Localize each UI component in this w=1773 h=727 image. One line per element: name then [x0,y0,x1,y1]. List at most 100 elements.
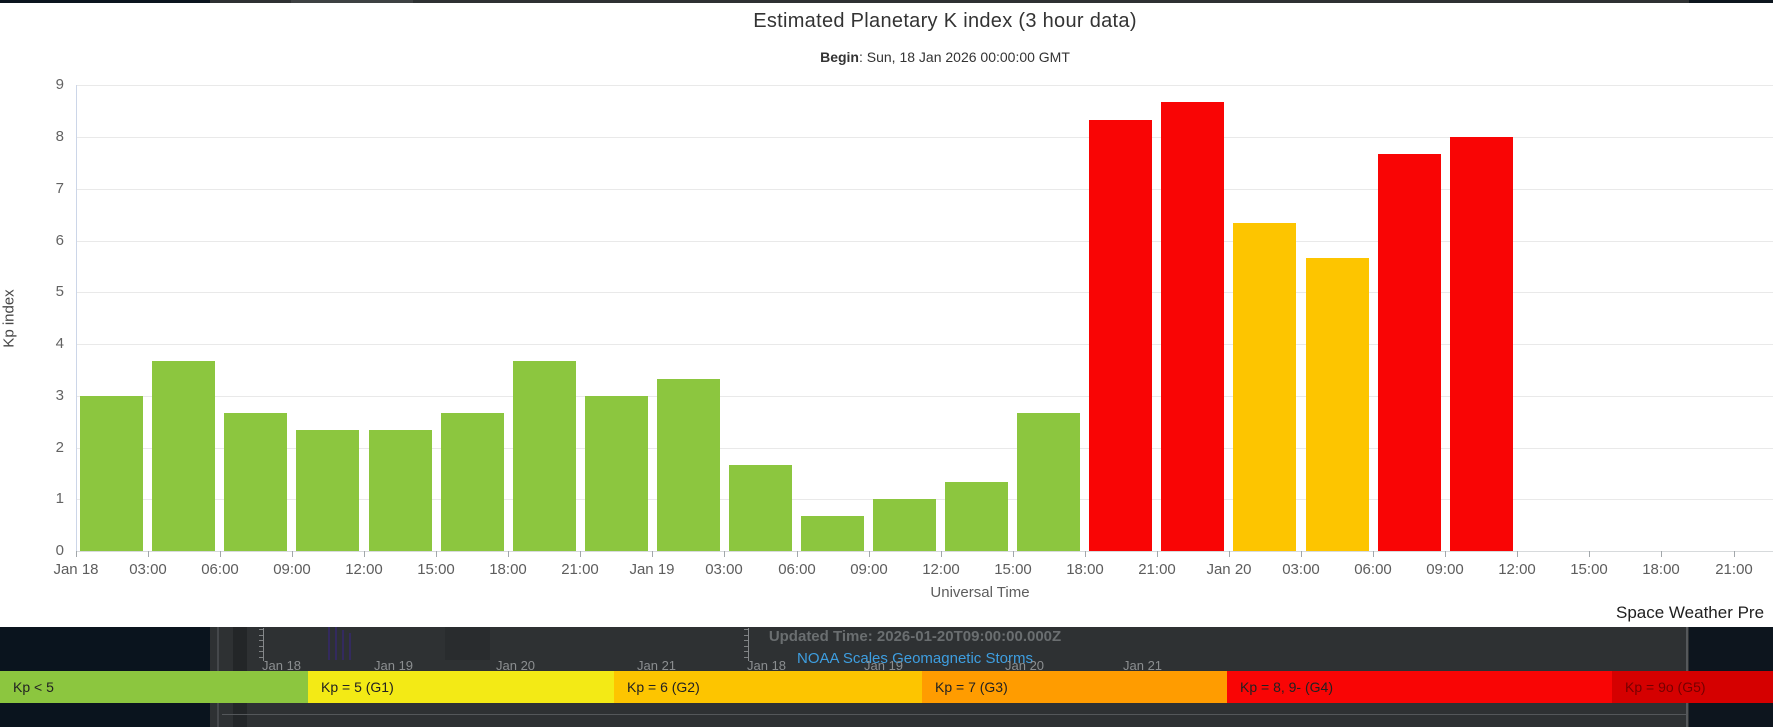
x-tick [148,551,149,557]
kp-bar-19 [1450,137,1513,551]
x-tick [436,551,437,557]
thumb-ruler-tick [744,640,748,641]
kp-bar-11 [873,499,936,551]
thumb-ruler-tick [259,646,263,647]
gridline [76,344,1773,345]
x-tick-label: 12:00 [1498,561,1536,578]
x-tick [1157,551,1158,557]
x-tick [869,551,870,557]
y-axis-line [76,85,77,551]
kp-bar-15 [1161,102,1224,551]
kp-bar-0 [80,396,143,551]
y-axis-title: Kp index [0,289,18,348]
legend-kp-lt5: Kp < 5 [0,671,308,703]
thumb-ruler-tick [259,651,263,652]
kp-bar-7 [585,396,648,551]
thumb2-date-label: Jan 21 [1123,658,1163,673]
x-tick-label: 21:00 [1715,561,1753,578]
chart-title: Estimated Planetary K index (3 hour data… [753,10,1137,32]
legend-g2: Kp = 6 (G2) [614,671,922,703]
x-tick-label: 09:00 [850,561,888,578]
y-tick-label: 9 [55,76,64,93]
x-tick-label: 15:00 [417,561,455,578]
gridline [76,241,1773,242]
legend-bar: Kp < 5 Kp = 5 (G1) Kp = 6 (G2) Kp = 7 (G3) K… [0,671,1773,703]
x-tick [1517,551,1518,557]
x-tick-label: 03:00 [1282,561,1320,578]
thumb-ruler-tick [744,651,748,652]
thumb-ruler-0 [263,628,264,661]
y-tick-label: 1 [55,490,64,507]
x-tick-label: 15:00 [994,561,1032,578]
kp-bar-3 [296,430,359,551]
x-tick [1229,551,1230,557]
y-tick-label: 6 [55,232,64,249]
x-tick [941,551,942,557]
kp-bar-6 [513,361,576,551]
x-tick-label: 06:00 [201,561,239,578]
kp-bar-9 [729,465,792,551]
gridline [76,551,1773,552]
begin-line: Begin: Sun, 18 Jan 2026 00:00:00 GMT [0,49,1773,65]
gridline [76,448,1773,449]
kp-bar-2 [224,413,287,551]
x-tick-label: Jan 19 [629,561,675,578]
kp-bar-17 [1306,258,1369,551]
kp-bar-13 [1017,413,1080,551]
x-tick-label: 15:00 [1570,561,1608,578]
y-tick-label: 5 [55,283,64,300]
begin-label: Begin [820,49,859,65]
gridline [76,292,1773,293]
thumb1-date-label: Jan 19 [374,658,414,673]
x-tick [724,551,725,557]
kp-bar-8 [657,379,720,551]
x-tick [797,551,798,557]
thumb1-date-label: Jan 21 [637,658,677,673]
thumb-ruler-tick [744,629,748,630]
x-tick-label: 12:00 [345,561,383,578]
ghost-panel-bottom-line [222,714,1686,715]
y-tick-label: 4 [55,335,64,352]
x-tick [508,551,509,557]
x-tick-label: 03:00 [705,561,743,578]
x-tick-label: 12:00 [922,561,960,578]
thumb-spike-0 [328,627,330,660]
x-tick [1013,551,1014,557]
legend-g1: Kp = 5 (G1) [308,671,614,703]
x-tick-label: Jan 18 [53,561,99,578]
top-sliver-patch [291,0,413,3]
thumb2-date-label: Jan 18 [747,658,787,673]
x-tick [1589,551,1590,557]
kp-bar-16 [1233,223,1296,551]
x-tick [220,551,221,557]
x-tick-label: 21:00 [1138,561,1176,578]
thumb-ruler-tick [744,646,748,647]
x-tick [76,551,77,557]
thumb1-date-label: Jan 18 [262,658,302,673]
thumb-ruler-tick [259,635,263,636]
y-tick-label: 3 [55,387,64,404]
x-tick-label: 18:00 [1066,561,1104,578]
x-tick [1445,551,1446,557]
gridline [76,137,1773,138]
x-tick-label: 18:00 [489,561,527,578]
x-tick [580,551,581,557]
x-tick [292,551,293,557]
thumb-ruler-tick [744,657,748,658]
kp-bar-1 [152,361,215,551]
legend-g3: Kp = 7 (G3) [922,671,1227,703]
legend-g5: Kp = 9o (G5) [1612,671,1773,703]
noaa-scales-link[interactable]: NOAA Scales Geomagnetic Storms [797,650,1033,667]
gridline [76,85,1773,86]
x-tick-label: 09:00 [273,561,311,578]
kp-bar-12 [945,482,1008,551]
x-tick [1085,551,1086,557]
kp-bar-18 [1378,154,1441,551]
y-tick-label: 0 [55,542,64,559]
x-tick-label: 18:00 [1642,561,1680,578]
thumb-spike-2 [342,630,344,660]
x-tick-label: 03:00 [129,561,167,578]
thumb-spike-3 [349,633,351,660]
